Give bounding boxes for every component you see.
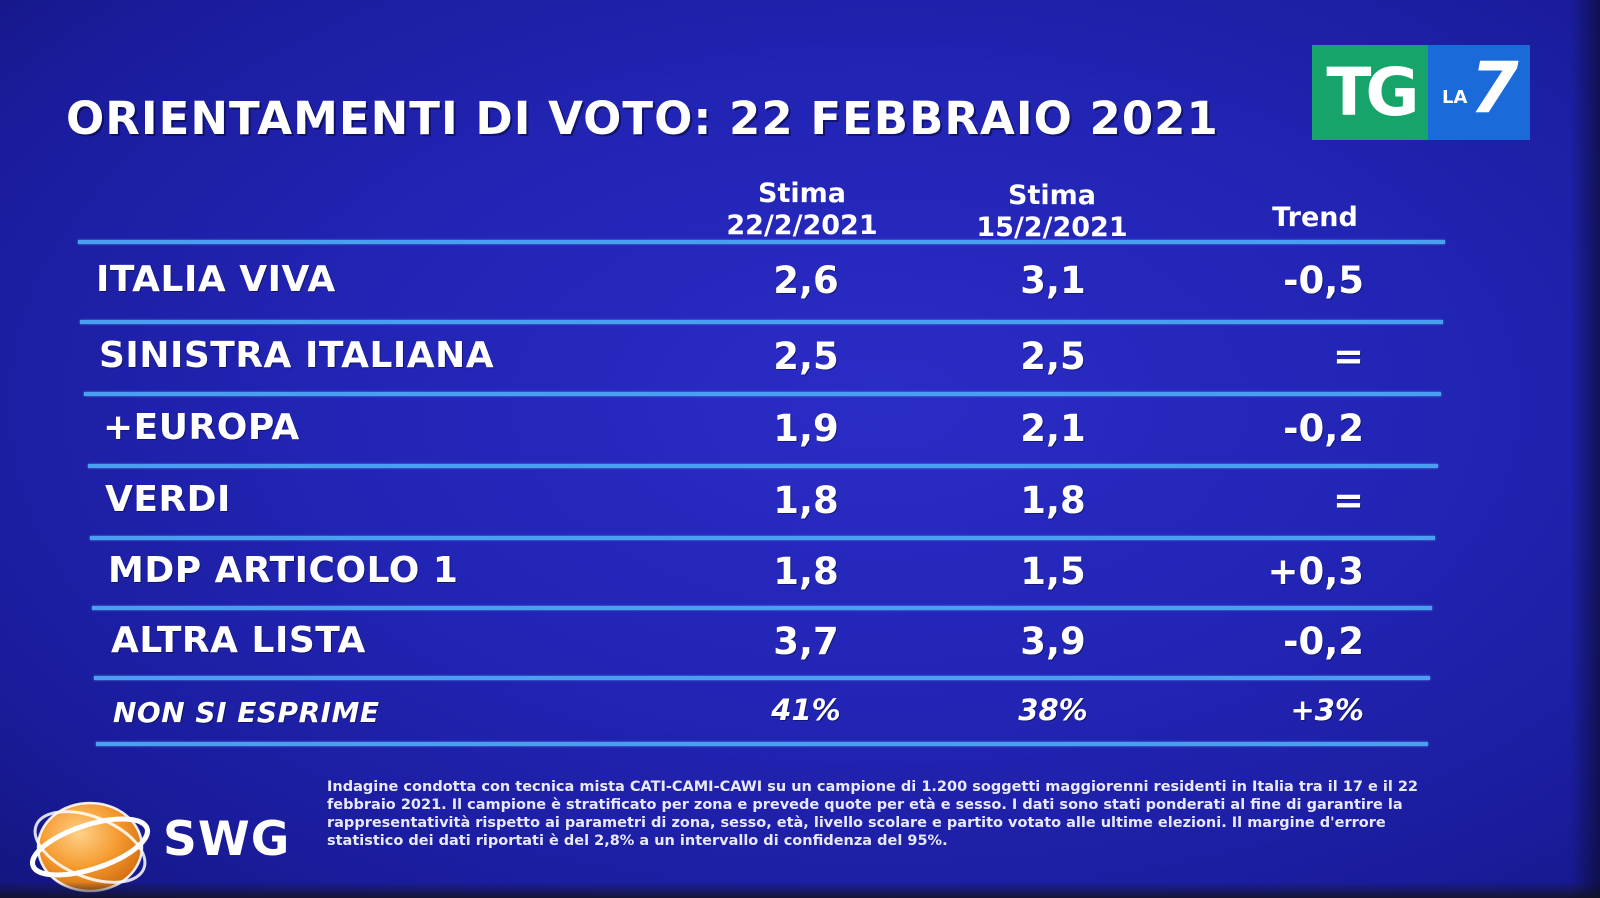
party-label: SINISTRA ITALIANA [99,335,495,377]
column-header-previous: Stima 15/2/2021 [962,180,1142,244]
value-previous: 2,1 [1020,407,1086,451]
screen-edge-bottom [0,882,1600,898]
logo-la: LA [1442,87,1468,108]
screen-edge [1570,0,1600,898]
swg-brand: SWG [163,812,291,867]
party-label: NON SI ESPRIME [113,696,380,730]
logo-la7: LA 7 [1428,45,1530,140]
logo-seven: 7 [1470,47,1519,129]
value-current: 1,8 [773,550,839,594]
tg-la7-logo: TG LA 7 [1312,45,1530,140]
table-rule [92,606,1432,610]
table-rule [78,240,1445,244]
party-label: +EUROPA [103,407,300,449]
column-header-trend-label: Trend [1272,202,1358,233]
value-previous: 2,5 [1020,335,1086,379]
party-label: ITALIA VIVA [96,259,336,301]
page-title: ORIENTAMENTI DI VOTO: 22 FEBBRAIO 2021 [66,92,1219,145]
party-label: VERDI [105,479,231,521]
value-current: 1,9 [773,407,839,451]
value-trend: = [1332,479,1364,523]
value-trend: -0,2 [1283,620,1364,664]
value-previous: 38% [1018,693,1088,728]
value-previous: 3,1 [1020,259,1086,303]
value-previous: 1,5 [1020,550,1086,594]
table-rule [80,320,1443,324]
party-label: ALTRA LISTA [111,620,366,662]
column-header-current-line1: Stima [758,178,846,209]
value-trend: +0,3 [1267,550,1364,594]
logo-tg: TG [1312,45,1428,140]
value-current: 1,8 [773,479,839,523]
methodology-footnote: Indagine condotta con tecnica mista CATI… [327,779,1419,849]
value-current: 41% [771,693,841,728]
table-rule [88,464,1438,468]
value-trend: -0,2 [1283,407,1364,451]
table-rule [94,676,1430,680]
table-rule [96,742,1428,746]
column-header-previous-line2: 15/2/2021 [976,212,1128,243]
table-rule [90,536,1435,540]
value-previous: 3,9 [1020,620,1086,664]
value-current: 3,7 [773,620,839,664]
value-trend: -0,5 [1283,259,1364,303]
party-label: MDP ARTICOLO 1 [108,550,459,592]
value-trend: +3% [1290,693,1364,728]
value-previous: 1,8 [1020,479,1086,523]
table-rule [84,392,1441,396]
column-header-current-line2: 22/2/2021 [726,210,878,241]
column-header-trend: Trend [1240,202,1390,234]
value-trend: = [1332,335,1364,379]
column-header-current: Stima 22/2/2021 [712,178,892,242]
swg-globe-icon [30,801,150,893]
value-current: 2,6 [773,259,839,303]
column-header-previous-line1: Stima [1008,180,1096,211]
value-current: 2,5 [773,335,839,379]
